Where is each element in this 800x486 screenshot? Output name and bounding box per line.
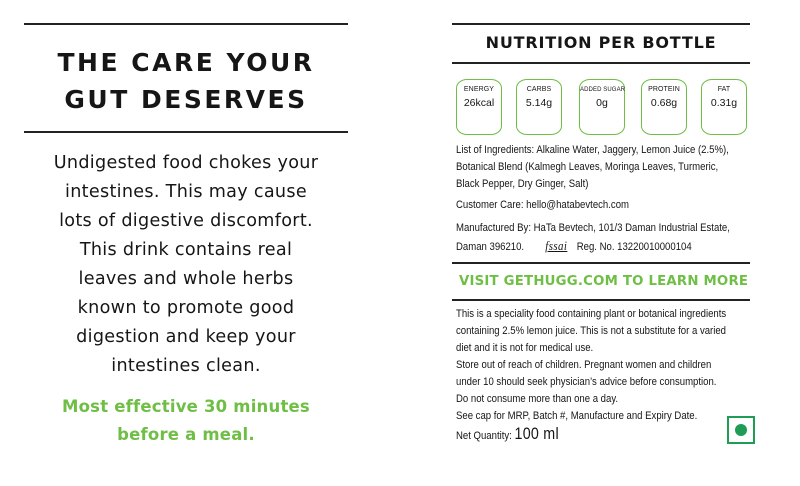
disclaimer-line: containing 2.5% lemon juice. This is not… xyxy=(456,325,727,337)
nutrition-title-divider xyxy=(452,62,750,64)
fact-label: FAT xyxy=(717,86,731,93)
nutrition-top-divider xyxy=(452,23,750,25)
website-link[interactable]: VISIT GETHUGG.COM TO LEARN MORE xyxy=(459,274,749,289)
product-description: Undigested food chokes your intestines. … xyxy=(24,149,348,381)
disclaimer-line: Store out of reach of children. Pregnant… xyxy=(456,359,712,371)
headline-line-2: GUT DESERVES xyxy=(64,85,308,114)
description-line: known to promote good xyxy=(77,298,295,318)
description-line: intestines clean. xyxy=(111,356,261,376)
description-line: lots of digestive discomfort. xyxy=(59,211,313,231)
manufacturer-line-2: Daman 396210. fssai Reg. No. 13220010000… xyxy=(456,237,725,256)
description-line: leaves and whole herbs xyxy=(78,269,294,289)
visit-top-divider xyxy=(452,262,750,264)
disclaimer-line: Do not consume more than one a day. xyxy=(456,393,619,405)
disclaimer-line: This is a speciality food containing pla… xyxy=(456,308,727,320)
visit-bottom-divider xyxy=(452,299,750,301)
fact-label: ENERGY xyxy=(463,86,495,93)
manufacturer-info: Manufactured By: HaTa Bevtech, 101/3 Dam… xyxy=(456,220,730,256)
fssai-logo: fssai xyxy=(545,238,568,253)
description-line: digestion and keep your xyxy=(76,327,296,347)
protein-badge: PROTEIN 0.68g xyxy=(641,79,687,135)
ingredients-line: List of Ingredients: Alkaline Water, Jag… xyxy=(456,144,729,156)
tip-line: Most effective 30 minutes xyxy=(62,397,310,416)
veg-dot xyxy=(735,424,747,436)
top-divider-left xyxy=(24,23,348,25)
net-quantity-label: Net Quantity: xyxy=(456,430,512,442)
page-title: THE CARE YOUR GUT DESERVES xyxy=(24,44,348,118)
usage-tip: Most effective 30 minutes before a meal. xyxy=(24,393,348,449)
fat-badge: FAT 0.31g xyxy=(701,79,747,135)
fact-value: 26kcal xyxy=(463,97,495,109)
fact-label: CARBS xyxy=(526,86,552,93)
carbs-badge: CARBS 5.14g xyxy=(516,79,562,135)
net-quantity-value: 100 ml xyxy=(514,424,559,443)
description-line: intestines. This may cause xyxy=(65,182,307,202)
customer-care: Customer Care: hello@hatabevtech.com xyxy=(456,197,725,214)
manufacturer-line: Manufactured By: HaTa Bevtech, 101/3 Dam… xyxy=(456,222,730,234)
fact-value: 0.31g xyxy=(710,97,738,109)
energy-badge: ENERGY 26kcal xyxy=(456,79,502,135)
fact-value: 5.14g xyxy=(525,97,553,109)
fact-label: ADDED SUGAR xyxy=(580,87,626,93)
net-quantity: Net Quantity: 100 ml xyxy=(456,425,725,445)
veg-symbol-icon xyxy=(727,416,755,444)
headline-line-1: THE CARE YOUR xyxy=(57,48,315,77)
tip-line: before a meal. xyxy=(117,425,255,444)
disclaimer: This is a speciality food containing pla… xyxy=(456,306,727,445)
fact-label: PROTEIN xyxy=(648,86,680,93)
registration-number: Reg. No. 13220010000104 xyxy=(576,241,692,253)
nutrition-title: NUTRITION PER BOTTLE xyxy=(485,33,717,52)
manufacturer-address: Daman 396210. xyxy=(456,241,525,253)
fact-value: 0g xyxy=(596,97,608,109)
fact-value: 0.68g xyxy=(650,97,678,109)
ingredients-list: List of Ingredients: Alkaline Water, Jag… xyxy=(456,142,729,193)
disclaimer-line: under 10 should seek physician’s advice … xyxy=(456,376,717,388)
headline-divider xyxy=(24,131,348,133)
disclaimer-line: diet and it is not for medical use. xyxy=(456,342,594,354)
added-sugar-badge: ADDED SUGAR 0g xyxy=(579,79,625,135)
description-line: This drink contains real xyxy=(79,240,293,260)
description-line: Undigested food chokes your xyxy=(53,153,319,173)
customer-care-text: Customer Care: hello@hatabevtech.com xyxy=(456,199,629,211)
ingredients-line: Botanical Blend (Kalmegh Leaves, Moringa… xyxy=(456,161,719,173)
ingredients-line: Black Pepper, Dry Ginger, Salt) xyxy=(456,178,589,190)
disclaimer-line: See cap for MRP, Batch #, Manufacture an… xyxy=(456,410,698,422)
